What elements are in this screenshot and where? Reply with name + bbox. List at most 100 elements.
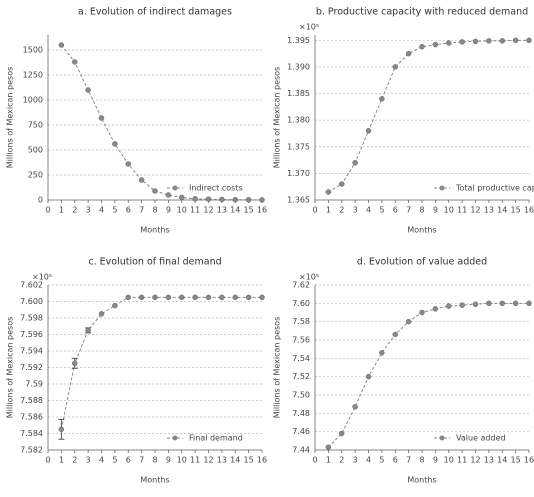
y-tick-label: 7.584 [20, 429, 43, 438]
data-point [459, 302, 465, 308]
y-tick-label: 1000 [23, 96, 43, 105]
y-tick-label: 7.46 [292, 427, 310, 436]
y-axis-label: Millions of Mexican pesos [273, 317, 282, 419]
data-point [339, 181, 345, 187]
x-tick-label: 3 [353, 456, 358, 465]
data-point [472, 38, 479, 45]
data-point [219, 294, 225, 301]
data-point [419, 43, 425, 50]
x-tick-label: 15 [511, 206, 521, 215]
data-point [179, 294, 185, 301]
x-tick-label: 11 [457, 456, 467, 465]
data-point [72, 360, 78, 367]
x-tick-label: 15 [244, 206, 254, 215]
data-point [165, 294, 172, 301]
x-tick-label: 16 [524, 456, 534, 465]
x-tick-label: 5 [379, 456, 384, 465]
y-tick-label: 7.596 [20, 330, 43, 339]
chart-title: b. Productive capacity with reduced dema… [316, 7, 528, 18]
data-point [379, 96, 385, 102]
data-point [219, 196, 225, 203]
axis-multiplier: ×10⁵ [32, 273, 52, 282]
x-tick-label: 3 [353, 206, 358, 215]
x-tick-label: 8 [152, 456, 157, 465]
data-point [138, 294, 145, 301]
x-tick-label: 5 [112, 206, 117, 215]
data-point [339, 430, 345, 437]
y-tick-label: 1.380 [287, 116, 310, 125]
x-tick-label: 16 [257, 206, 267, 215]
y-tick-label: 7.592 [20, 363, 43, 372]
legend-label: Total productive capacity [455, 184, 534, 193]
x-tick-label: 16 [524, 206, 534, 215]
data-point [232, 294, 238, 301]
legend-label: Indirect costs [189, 184, 243, 193]
data-point [112, 141, 118, 147]
y-tick-label: 1250 [23, 71, 43, 80]
x-axis-label: Months [407, 476, 436, 485]
x-tick-label: 12 [470, 206, 480, 215]
data-point [352, 404, 358, 410]
x-tick-label: 13 [484, 206, 494, 215]
x-tick-label: 0 [312, 456, 317, 465]
x-tick-label: 10 [444, 206, 454, 215]
x-tick-label: 0 [45, 206, 50, 215]
x-tick-label: 6 [126, 456, 131, 465]
y-tick-label: 7.59 [25, 380, 43, 389]
data-point [486, 38, 492, 44]
data-point [179, 194, 185, 201]
data-point [526, 37, 532, 44]
data-point [405, 50, 412, 57]
axis-multiplier: ×10⁵ [299, 23, 319, 32]
y-tick-label: 7.50 [292, 391, 310, 400]
data-point [446, 40, 452, 46]
data-point [192, 294, 198, 301]
x-tick-label: 12 [203, 456, 213, 465]
axis-multiplier: ×10⁵ [299, 273, 319, 282]
x-tick-label: 6 [393, 456, 398, 465]
y-tick-label: 7.56 [292, 336, 310, 345]
x-tick-label: 15 [511, 456, 521, 465]
y-axis-label: Millions of Mexican pesos [6, 317, 15, 419]
x-tick-label: 9 [166, 206, 171, 215]
data-point [165, 192, 172, 198]
x-tick-label: 14 [230, 456, 240, 465]
x-tick-label: 12 [470, 456, 480, 465]
x-tick-label: 1 [59, 456, 64, 465]
x-tick-label: 10 [177, 456, 187, 465]
x-tick-label: 9 [433, 206, 438, 215]
chart-title: a. Evolution of indirect damages [78, 7, 232, 18]
x-tick-label: 13 [484, 456, 494, 465]
data-point [499, 300, 505, 307]
y-tick-label: 7.602 [20, 281, 43, 290]
legend-marker [172, 435, 178, 441]
y-tick-label: 7.48 [292, 409, 310, 418]
data-point [419, 309, 425, 316]
data-point [459, 39, 465, 45]
x-tick-label: 1 [59, 206, 64, 215]
y-tick-label: 7.52 [292, 372, 310, 381]
x-tick-label: 4 [99, 206, 104, 215]
data-point [205, 294, 212, 301]
x-tick-label: 9 [433, 456, 438, 465]
data-point [405, 318, 412, 325]
y-tick-label: 750 [28, 121, 43, 130]
y-axis-label: Millions of Mexican pesos [273, 67, 282, 169]
data-point [352, 159, 358, 166]
x-tick-label: 14 [497, 206, 507, 215]
x-tick-label: 10 [177, 206, 187, 215]
data-point [392, 331, 398, 338]
y-tick-label: 1.395 [287, 36, 310, 45]
data-point [98, 311, 105, 317]
series-line [328, 39, 529, 193]
x-tick-label: 5 [379, 206, 384, 215]
x-tick-label: 7 [139, 206, 144, 215]
y-tick-label: 7.586 [20, 413, 43, 422]
x-tick-label: 4 [99, 456, 104, 465]
legend-label: Value added [456, 434, 506, 443]
y-tick-label: 7.62 [292, 281, 310, 290]
y-tick-label: 1.370 [287, 169, 310, 178]
legend-label: Final demand [189, 434, 243, 443]
y-tick-label: 7.600 [20, 297, 43, 306]
